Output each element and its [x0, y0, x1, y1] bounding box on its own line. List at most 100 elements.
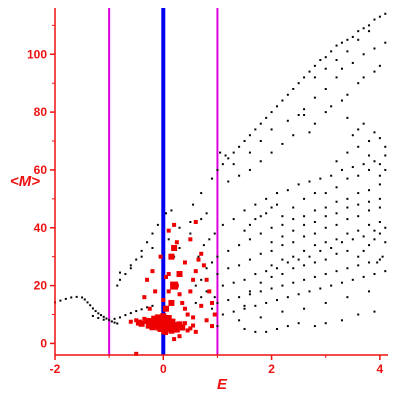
data-point	[161, 330, 166, 335]
data-point	[199, 251, 204, 256]
data-point	[182, 321, 187, 326]
data-point	[227, 299, 230, 302]
data-point	[373, 18, 376, 21]
data-point	[216, 301, 219, 304]
data-point	[180, 300, 185, 305]
data-point	[378, 183, 381, 186]
data-point	[168, 327, 175, 334]
data-point	[259, 122, 262, 125]
data-point	[378, 232, 381, 235]
data-point	[281, 310, 284, 313]
data-point	[384, 145, 387, 148]
y-tick-label: 60	[34, 163, 48, 177]
data-point	[303, 113, 306, 116]
data-point	[118, 278, 121, 281]
data-point	[368, 261, 371, 264]
data-point	[324, 226, 327, 229]
data-point	[373, 131, 376, 134]
data-point	[292, 241, 295, 244]
data-point	[346, 249, 349, 252]
data-point	[100, 314, 103, 317]
data-point	[319, 287, 322, 290]
data-point	[172, 222, 177, 227]
data-point	[232, 151, 235, 154]
data-point	[357, 192, 360, 195]
data-point	[146, 241, 149, 244]
data-point	[213, 232, 216, 235]
data-point	[166, 272, 171, 277]
data-point	[286, 325, 289, 328]
data-point	[216, 168, 219, 171]
y-axis-title: <M>	[10, 173, 40, 190]
data-point	[373, 229, 376, 232]
data-point	[118, 271, 121, 274]
data-point	[378, 258, 381, 261]
data-point	[270, 275, 273, 278]
data-point	[346, 38, 349, 41]
data-point	[340, 241, 343, 244]
data-point	[224, 154, 227, 157]
data-point	[188, 289, 193, 294]
data-point	[335, 59, 338, 62]
data-point	[118, 316, 121, 319]
data-point	[270, 226, 273, 229]
data-point	[248, 223, 251, 226]
data-point	[324, 56, 327, 59]
data-point	[238, 319, 241, 322]
data-point	[330, 284, 333, 287]
data-point	[243, 304, 246, 307]
data-point	[248, 168, 251, 171]
data-point	[297, 82, 300, 85]
data-point	[346, 177, 349, 180]
data-point	[164, 274, 168, 279]
data-point	[276, 327, 278, 330]
data-point	[168, 253, 175, 260]
data-point	[340, 41, 343, 44]
data-point	[303, 215, 306, 218]
data-point	[232, 310, 235, 313]
data-point	[297, 258, 300, 261]
data-point	[308, 180, 311, 183]
data-point	[351, 278, 354, 281]
data-point	[94, 310, 97, 313]
data-point	[238, 264, 241, 267]
data-point	[147, 306, 152, 311]
data-point	[378, 174, 381, 177]
data-point	[102, 318, 105, 321]
data-point	[166, 228, 171, 233]
data-point	[373, 310, 376, 313]
data-point	[151, 232, 154, 235]
data-point	[335, 252, 338, 255]
data-point	[330, 50, 333, 53]
x-axis-title: E	[217, 376, 228, 393]
data-point	[110, 320, 113, 323]
data-point	[368, 200, 371, 203]
data-point	[313, 192, 316, 195]
data-point	[200, 218, 203, 221]
data-point	[286, 296, 289, 299]
data-point	[335, 186, 338, 189]
data-point	[381, 255, 384, 258]
data-point	[286, 261, 289, 264]
data-point	[281, 235, 284, 238]
data-point	[265, 197, 268, 200]
data-point	[362, 275, 365, 278]
data-point	[335, 76, 338, 79]
data-point	[211, 307, 214, 310]
data-point	[270, 111, 273, 114]
data-point	[357, 313, 360, 316]
data-point	[265, 330, 268, 333]
data-point	[192, 203, 195, 206]
data-point	[221, 163, 224, 166]
data-point	[129, 264, 132, 267]
data-point	[163, 321, 174, 332]
data-point	[254, 273, 257, 276]
data-point	[165, 212, 167, 215]
data-point	[292, 229, 295, 232]
data-point	[270, 249, 273, 252]
data-point	[324, 241, 327, 244]
data-point	[335, 223, 338, 226]
data-point	[208, 238, 211, 241]
y-tick-label: 20	[34, 279, 48, 293]
data-point	[276, 192, 278, 195]
